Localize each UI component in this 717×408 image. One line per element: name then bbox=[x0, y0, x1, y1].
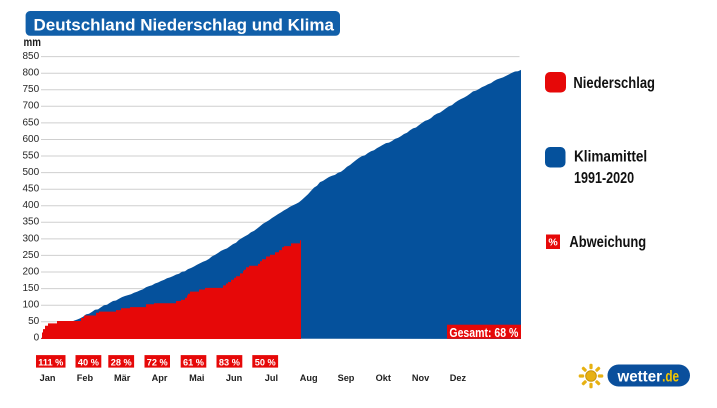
svg-text:300: 300 bbox=[23, 233, 40, 244]
svg-text:Aug: Aug bbox=[300, 373, 318, 383]
svg-text:Sep: Sep bbox=[338, 373, 355, 383]
svg-text:Nov: Nov bbox=[412, 373, 430, 383]
svg-text:Deutschland Niederschlag und K: Deutschland Niederschlag und Klima bbox=[34, 16, 335, 35]
svg-text:Dez: Dez bbox=[450, 373, 467, 383]
svg-text:650: 650 bbox=[23, 117, 40, 128]
svg-text:750: 750 bbox=[23, 84, 40, 95]
svg-text:Jun: Jun bbox=[226, 373, 243, 383]
svg-text:400: 400 bbox=[23, 200, 40, 211]
svg-text:100: 100 bbox=[23, 300, 40, 311]
svg-text:1991-2020: 1991-2020 bbox=[574, 170, 634, 187]
svg-text:450: 450 bbox=[23, 184, 40, 195]
svg-text:Jul: Jul bbox=[265, 373, 278, 383]
svg-text:800: 800 bbox=[23, 68, 40, 79]
svg-text:Feb: Feb bbox=[77, 373, 94, 383]
svg-text:Okt: Okt bbox=[376, 373, 391, 383]
svg-text:200: 200 bbox=[23, 266, 40, 277]
svg-text:150: 150 bbox=[23, 283, 40, 294]
svg-text:28 %: 28 % bbox=[111, 357, 132, 367]
svg-text:Niederschlag: Niederschlag bbox=[573, 75, 655, 92]
svg-text:350: 350 bbox=[23, 217, 40, 228]
svg-text:Mai: Mai bbox=[189, 373, 204, 383]
svg-text:50 %: 50 % bbox=[255, 357, 276, 367]
svg-text:40 %: 40 % bbox=[78, 357, 99, 367]
svg-text:0: 0 bbox=[34, 333, 40, 344]
svg-text:72 %: 72 % bbox=[147, 357, 168, 367]
svg-text:Apr: Apr bbox=[152, 373, 168, 383]
svg-text:.de: .de bbox=[662, 369, 679, 386]
svg-text:Jan: Jan bbox=[40, 373, 56, 383]
svg-text:Abweichung: Abweichung bbox=[569, 234, 646, 251]
svg-text:wetter: wetter bbox=[617, 369, 662, 386]
svg-text:500: 500 bbox=[23, 167, 40, 178]
svg-text:Klimamittel: Klimamittel bbox=[574, 149, 647, 166]
svg-text:83 %: 83 % bbox=[219, 357, 240, 367]
svg-text:61 %: 61 % bbox=[183, 357, 204, 367]
svg-text:Gesamt: 68 %: Gesamt: 68 % bbox=[449, 326, 518, 340]
svg-text:850: 850 bbox=[23, 51, 40, 62]
svg-text:600: 600 bbox=[23, 134, 40, 145]
svg-text:250: 250 bbox=[23, 250, 40, 261]
svg-text:700: 700 bbox=[23, 101, 40, 112]
svg-text:mm: mm bbox=[24, 35, 41, 49]
svg-text:Mär: Mär bbox=[114, 373, 131, 383]
svg-text:550: 550 bbox=[23, 150, 40, 161]
svg-text:50: 50 bbox=[28, 316, 40, 327]
svg-text:%: % bbox=[548, 237, 558, 249]
svg-text:111 %: 111 % bbox=[38, 357, 63, 367]
